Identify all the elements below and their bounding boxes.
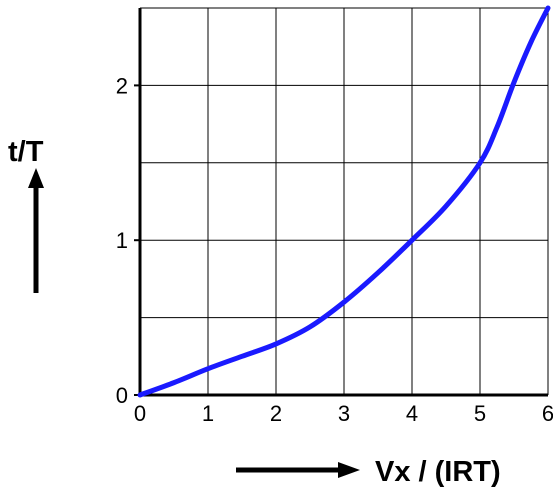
y-tick-label-0: 0	[116, 383, 128, 408]
grid	[139, 7, 549, 396]
x-axis-label: Vx / (IRT)	[375, 456, 501, 488]
series-line-0	[137, 5, 551, 398]
series-layer	[137, 5, 551, 398]
y-tick-label-2: 2	[116, 73, 128, 98]
x-tick-label-5: 5	[474, 401, 486, 426]
x-tick-labels: 0 1 2 3 4 5 6	[134, 401, 553, 426]
x-tick-label-2: 2	[270, 401, 282, 426]
axes	[134, 8, 548, 397]
x-tick-label-1: 1	[202, 401, 214, 426]
x-tick-label-0: 0	[134, 401, 146, 426]
x-tick-label-6: 6	[542, 401, 553, 426]
y-axis-arrow	[28, 168, 44, 293]
y-tick-labels: 0 1 2	[116, 73, 128, 408]
x-tick-label-3: 3	[338, 401, 350, 426]
y-axis-label: t/T	[8, 136, 44, 168]
x-tick-label-4: 4	[406, 401, 418, 426]
x-axis-arrow	[236, 462, 360, 478]
y-tick-label-1: 1	[116, 228, 128, 253]
